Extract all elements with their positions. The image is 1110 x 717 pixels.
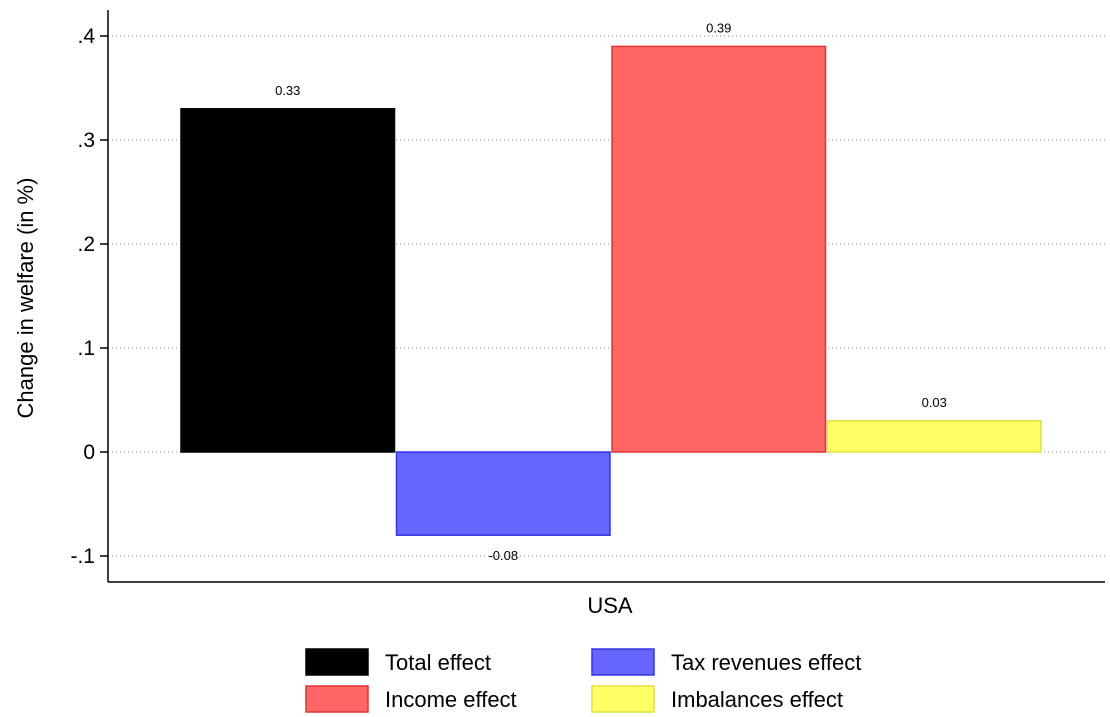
y-axis-title: Change in welfare (in %) bbox=[13, 178, 38, 419]
bar-income-effect bbox=[611, 45, 827, 453]
y-axis-ticks: -.1 0 .1 .2 .3 .4 bbox=[70, 25, 108, 568]
legend: Total effect Tax revenues effect Income ef… bbox=[305, 648, 861, 713]
y-tick-label: -.1 bbox=[70, 545, 95, 568]
bars bbox=[180, 45, 1042, 536]
data-label-income-effect: 0.39 bbox=[706, 20, 731, 35]
legend-label-tax-revenues-effect: Tax revenues effect bbox=[671, 650, 861, 675]
x-axis-category-label: USA bbox=[587, 593, 633, 618]
legend-label-imbalances-effect: Imbalances effect bbox=[671, 687, 843, 712]
data-label-tax-revenues-effect: -0.08 bbox=[488, 548, 518, 563]
data-labels: 0.33 -0.08 0.39 0.03 bbox=[275, 20, 947, 563]
legend-swatch-imbalances-effect bbox=[591, 685, 655, 713]
y-tick-label: .2 bbox=[77, 233, 95, 256]
data-label-total-effect: 0.33 bbox=[275, 83, 300, 98]
y-tick-label: .3 bbox=[77, 129, 95, 152]
y-tick-label: .4 bbox=[77, 25, 95, 48]
legend-swatch-income-effect bbox=[305, 685, 369, 713]
legend-label-income-effect: Income effect bbox=[385, 687, 517, 712]
bar-imbalances-effect bbox=[826, 420, 1042, 453]
legend-swatch-total-effect bbox=[305, 648, 369, 676]
bar-tax-revenues-effect bbox=[395, 451, 611, 536]
y-tick-label: 0 bbox=[83, 441, 95, 464]
data-label-imbalances-effect: 0.03 bbox=[922, 395, 947, 410]
legend-label-total-effect: Total effect bbox=[385, 650, 491, 675]
y-tick-label: .1 bbox=[77, 337, 95, 360]
bar-total-effect bbox=[180, 108, 396, 453]
legend-swatch-tax-revenues-effect bbox=[591, 648, 655, 676]
